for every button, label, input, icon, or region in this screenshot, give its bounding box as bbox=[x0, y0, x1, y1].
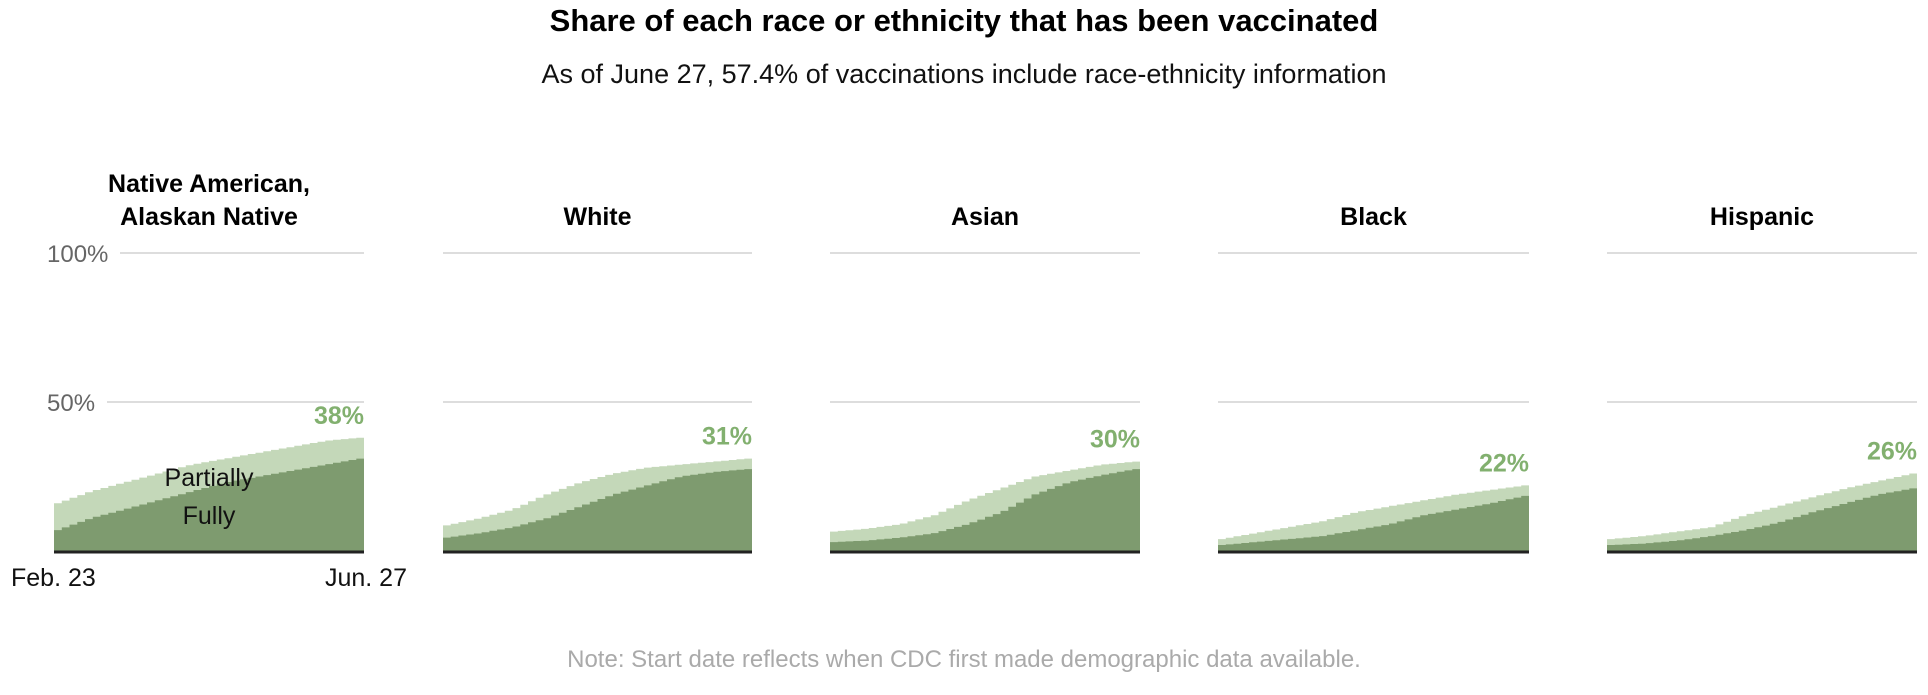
panel-header: Black bbox=[1340, 203, 1407, 231]
panel-header: Asian bbox=[951, 203, 1019, 231]
chart-title: Share of each race or ethnicity that has… bbox=[550, 3, 1379, 38]
legend-partially-label: Partially bbox=[165, 464, 254, 492]
final-value-label: 22% bbox=[1479, 449, 1529, 477]
panel-header: Hispanic bbox=[1710, 203, 1814, 231]
x-end-date-label: Jun. 27 bbox=[325, 564, 407, 592]
final-value-label: 31% bbox=[702, 423, 752, 451]
chart-note: Note: Start date reflects when CDC first… bbox=[567, 646, 1361, 673]
panel-header: White bbox=[563, 203, 631, 231]
final-value-label: 26% bbox=[1867, 438, 1917, 466]
fully-vaccinated-area bbox=[830, 469, 1140, 551]
fully-vaccinated-area bbox=[1218, 495, 1529, 551]
panel-header: Native American, bbox=[108, 170, 310, 198]
y-tick-label: 50% bbox=[47, 390, 95, 417]
fully-vaccinated-area bbox=[443, 469, 752, 551]
x-start-date-label: Feb. 23 bbox=[11, 564, 96, 592]
final-value-label: 30% bbox=[1090, 426, 1140, 454]
legend-fully-label: Fully bbox=[183, 502, 236, 530]
fully-vaccinated-area bbox=[54, 458, 364, 551]
fully-vaccinated-area bbox=[1607, 488, 1917, 551]
final-value-label: 38% bbox=[314, 402, 364, 430]
chart-subtitle: As of June 27, 57.4% of vaccinations inc… bbox=[542, 59, 1387, 89]
y-tick-label: 100% bbox=[47, 241, 108, 268]
panel-header: Alaskan Native bbox=[120, 203, 298, 231]
